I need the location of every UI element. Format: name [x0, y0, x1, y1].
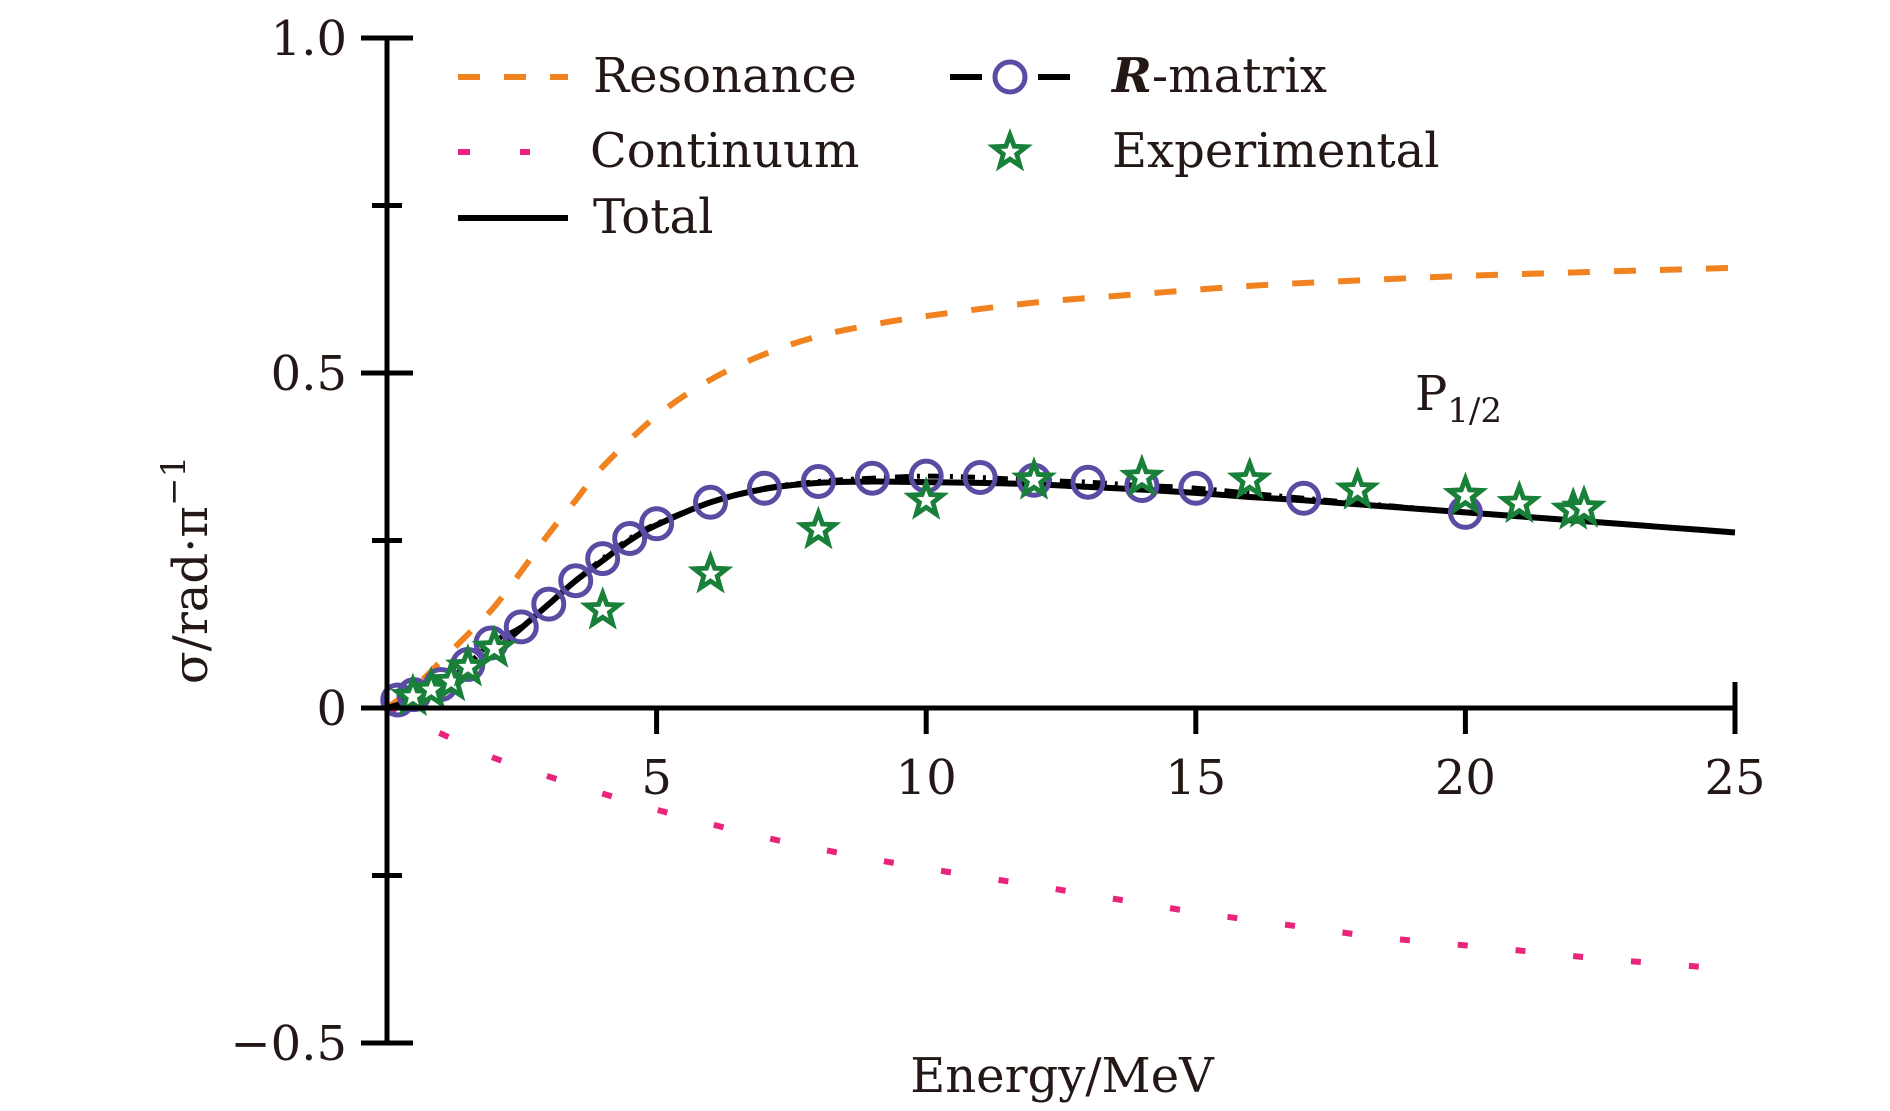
rmatrix-point [503, 609, 539, 645]
experimental-point-inner [403, 686, 423, 705]
rmatrix-point [639, 506, 675, 542]
legend-label-resonance: Resonance [593, 48, 857, 104]
legend-item-resonance: Resonance [458, 48, 857, 104]
y-tick-label: −0.5 [230, 1016, 347, 1072]
legend-item-continuum: Continuum [458, 123, 859, 179]
experimental-point-inner [593, 600, 613, 619]
legend-item-experimental: Experimental [987, 123, 1440, 179]
y-axis-title-sup: −1 [154, 456, 194, 506]
rmatrix-point [962, 460, 998, 496]
x-tick-label: 25 [1704, 750, 1765, 806]
y-tick-label: 0.5 [271, 346, 347, 402]
x-tick-label: 20 [1435, 750, 1496, 806]
legend-label-rmatrix-rest: -matrix [1152, 48, 1327, 104]
curves-layer [385, 264, 1736, 973]
legend-swatch-experimental-star [987, 128, 1033, 172]
legend-item-total: Total [458, 189, 713, 245]
experimental-point-inner [484, 638, 504, 657]
legend-item-rmatrix: R-matrix [950, 48, 1327, 104]
x-tick-label: 5 [641, 750, 672, 806]
rmatrix-point [1070, 464, 1106, 500]
rmatrix-point [1286, 480, 1322, 516]
experimental-point-inner [1455, 485, 1475, 504]
experimental-point-inner [441, 671, 461, 690]
series-resonance-line [385, 264, 1736, 711]
experimental-point-inner [421, 679, 441, 698]
experimental-point-inner [1240, 470, 1260, 489]
experimental-point-inner [701, 564, 720, 583]
legend-swatch-rmatrix-marker [992, 59, 1028, 95]
experimental-point-inner [458, 657, 478, 676]
tick-labels: −0.5 0 0.5 1.0 5 10 15 20 25 [230, 11, 1765, 1072]
legend-star-shape-inner [1000, 142, 1020, 161]
rmatrix-point [531, 586, 567, 622]
experimental-point-inner [916, 490, 936, 509]
annotation-subscript: 1/2 [1447, 391, 1502, 431]
legend-label-experimental: Experimental [1112, 123, 1440, 179]
x-tick-label: 10 [896, 750, 957, 806]
legend-label-rmatrix-r: R [1110, 48, 1152, 104]
annotation-p-half: P1/2 [1415, 366, 1502, 431]
legend-label-total: Total [593, 189, 713, 245]
x-axis-title: Energy/MeV [910, 1048, 1215, 1104]
rmatrix-point [585, 541, 621, 577]
legend-label-rmatrix: R-matrix [1110, 48, 1327, 104]
series-total-line [386, 478, 1736, 711]
annotation-main: P [1415, 366, 1447, 422]
y-tick-label: 1.0 [271, 11, 347, 67]
experimental-point-inner [1024, 470, 1044, 489]
rmatrix-point [746, 470, 782, 506]
x-tick-label: 15 [1165, 750, 1226, 806]
rmatrix-point [1178, 470, 1214, 506]
experimental-point-inner [1574, 498, 1594, 517]
legend-label-continuum: Continuum [590, 123, 859, 179]
y-tick-label: 0 [316, 681, 347, 737]
experimental-point-inner [808, 519, 828, 538]
experimental-point-inner [1132, 467, 1152, 486]
y-axis-title: σ/rad·π−1 [154, 456, 219, 684]
rmatrix-point [612, 520, 648, 556]
legend: Resonance Continuum Total R-matrix Exper… [458, 48, 1440, 245]
experimental-point-inner [1509, 493, 1529, 512]
y-axis-title-main: σ/rad·π [163, 506, 219, 684]
markers-layer [380, 453, 1607, 718]
svg-text:σ/rad·π−1: σ/rad·π−1 [154, 456, 219, 684]
experimental-point-inner [1348, 480, 1368, 499]
axes [361, 35, 1738, 1046]
rmatrix-point [693, 484, 729, 520]
rmatrix-point [854, 460, 890, 496]
series-continuum-line [385, 705, 1734, 973]
rmatrix-point [558, 563, 594, 599]
rmatrix-point [800, 464, 836, 500]
